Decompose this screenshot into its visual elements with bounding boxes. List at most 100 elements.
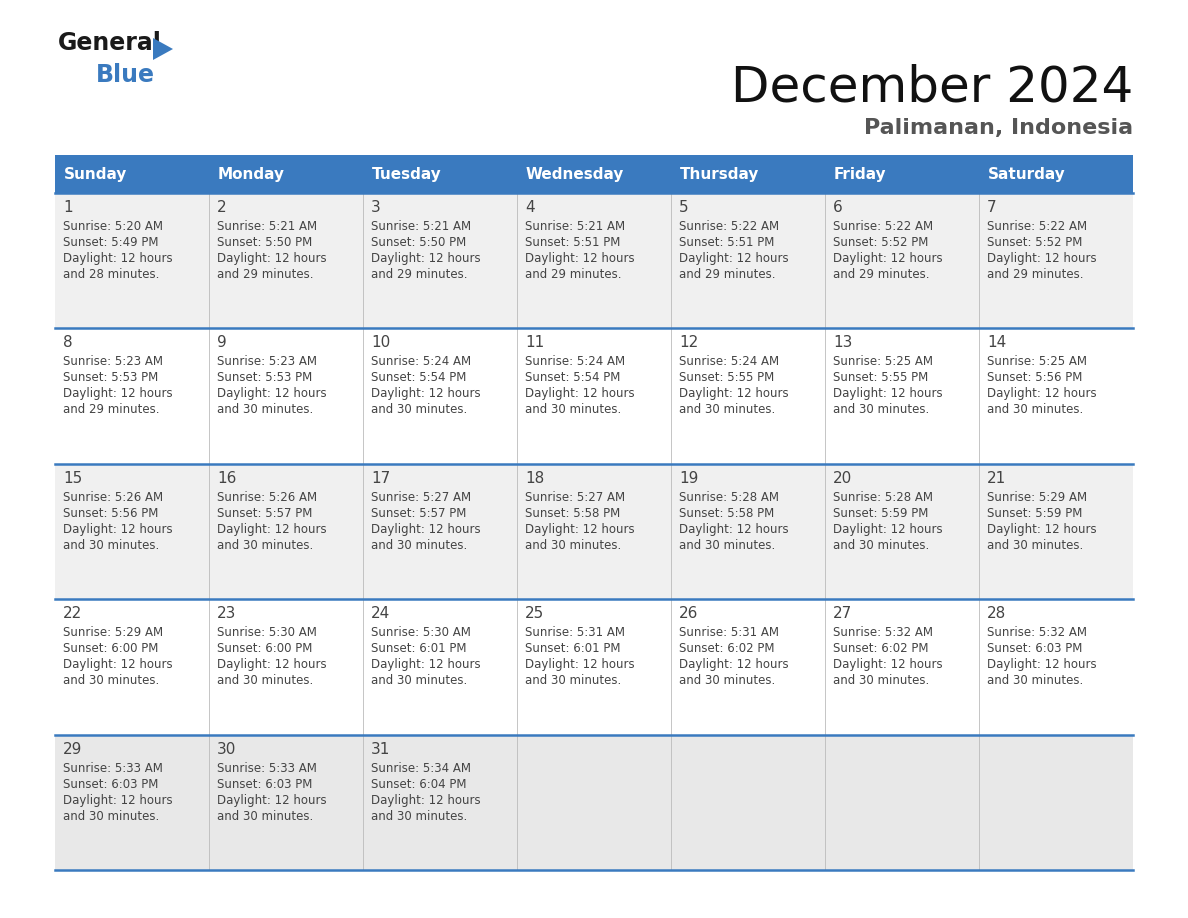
- Text: 31: 31: [371, 742, 391, 756]
- Text: Sunrise: 5:20 AM: Sunrise: 5:20 AM: [63, 220, 163, 233]
- Text: Sunrise: 5:33 AM: Sunrise: 5:33 AM: [217, 762, 317, 775]
- Text: Daylight: 12 hours: Daylight: 12 hours: [63, 658, 172, 671]
- Text: Sunset: 5:57 PM: Sunset: 5:57 PM: [217, 507, 312, 520]
- Text: 15: 15: [63, 471, 82, 486]
- Bar: [979, 155, 1133, 193]
- Bar: [671, 155, 824, 193]
- Text: Daylight: 12 hours: Daylight: 12 hours: [987, 522, 1097, 536]
- Text: 27: 27: [833, 606, 852, 621]
- Text: and 29 minutes.: and 29 minutes.: [525, 268, 621, 281]
- Text: Daylight: 12 hours: Daylight: 12 hours: [63, 387, 172, 400]
- Text: 29: 29: [63, 742, 82, 756]
- Text: Daylight: 12 hours: Daylight: 12 hours: [833, 387, 942, 400]
- Text: and 30 minutes.: and 30 minutes.: [63, 810, 159, 823]
- Text: Sunset: 6:01 PM: Sunset: 6:01 PM: [371, 643, 467, 655]
- Text: 14: 14: [987, 335, 1006, 351]
- Text: and 29 minutes.: and 29 minutes.: [217, 268, 314, 281]
- Text: Daylight: 12 hours: Daylight: 12 hours: [217, 252, 327, 265]
- Text: and 30 minutes.: and 30 minutes.: [217, 403, 314, 417]
- Text: General: General: [58, 31, 162, 55]
- Text: 8: 8: [63, 335, 72, 351]
- Text: 24: 24: [371, 606, 390, 621]
- Text: and 28 minutes.: and 28 minutes.: [63, 268, 159, 281]
- Text: 21: 21: [987, 471, 1006, 486]
- Text: 16: 16: [217, 471, 236, 486]
- Bar: [55, 734, 1133, 870]
- Text: and 29 minutes.: and 29 minutes.: [680, 268, 776, 281]
- Text: Sunset: 5:51 PM: Sunset: 5:51 PM: [680, 236, 775, 249]
- Bar: [55, 599, 1133, 734]
- Text: Daylight: 12 hours: Daylight: 12 hours: [371, 658, 481, 671]
- Text: Saturday: Saturday: [988, 166, 1066, 182]
- Text: Daylight: 12 hours: Daylight: 12 hours: [833, 522, 942, 536]
- Text: Daylight: 12 hours: Daylight: 12 hours: [371, 387, 481, 400]
- Text: 30: 30: [217, 742, 236, 756]
- Text: and 30 minutes.: and 30 minutes.: [680, 674, 776, 688]
- Text: Sunset: 6:02 PM: Sunset: 6:02 PM: [833, 643, 929, 655]
- Bar: [209, 155, 364, 193]
- Text: and 29 minutes.: and 29 minutes.: [371, 268, 468, 281]
- Text: Sunset: 6:03 PM: Sunset: 6:03 PM: [63, 778, 158, 790]
- Text: 9: 9: [217, 335, 227, 351]
- Text: and 29 minutes.: and 29 minutes.: [833, 268, 929, 281]
- Text: and 30 minutes.: and 30 minutes.: [833, 539, 929, 552]
- Text: Sunrise: 5:21 AM: Sunrise: 5:21 AM: [525, 220, 625, 233]
- Text: 6: 6: [833, 200, 842, 215]
- Text: Daylight: 12 hours: Daylight: 12 hours: [217, 658, 327, 671]
- Text: 12: 12: [680, 335, 699, 351]
- Text: Sunday: Sunday: [64, 166, 127, 182]
- Text: Daylight: 12 hours: Daylight: 12 hours: [217, 387, 327, 400]
- Text: Sunset: 6:01 PM: Sunset: 6:01 PM: [525, 643, 620, 655]
- Text: and 30 minutes.: and 30 minutes.: [833, 674, 929, 688]
- Text: Tuesday: Tuesday: [372, 166, 442, 182]
- Text: Blue: Blue: [96, 63, 154, 87]
- Text: Thursday: Thursday: [680, 166, 759, 182]
- Text: and 30 minutes.: and 30 minutes.: [217, 810, 314, 823]
- Text: Daylight: 12 hours: Daylight: 12 hours: [371, 252, 481, 265]
- Text: and 30 minutes.: and 30 minutes.: [371, 539, 467, 552]
- Text: Daylight: 12 hours: Daylight: 12 hours: [525, 252, 634, 265]
- Text: Daylight: 12 hours: Daylight: 12 hours: [525, 522, 634, 536]
- Text: Sunrise: 5:30 AM: Sunrise: 5:30 AM: [371, 626, 470, 639]
- Text: Sunset: 5:58 PM: Sunset: 5:58 PM: [680, 507, 775, 520]
- Text: Sunset: 6:03 PM: Sunset: 6:03 PM: [987, 643, 1082, 655]
- Text: Daylight: 12 hours: Daylight: 12 hours: [525, 658, 634, 671]
- Bar: [824, 155, 979, 193]
- Text: Daylight: 12 hours: Daylight: 12 hours: [371, 793, 481, 807]
- Text: 20: 20: [833, 471, 852, 486]
- Text: Sunset: 6:02 PM: Sunset: 6:02 PM: [680, 643, 775, 655]
- Text: Daylight: 12 hours: Daylight: 12 hours: [63, 522, 172, 536]
- Text: Sunset: 5:59 PM: Sunset: 5:59 PM: [987, 507, 1082, 520]
- Text: Sunset: 6:04 PM: Sunset: 6:04 PM: [371, 778, 467, 790]
- Text: and 30 minutes.: and 30 minutes.: [987, 539, 1083, 552]
- Text: Sunset: 5:57 PM: Sunset: 5:57 PM: [371, 507, 467, 520]
- Text: Sunrise: 5:22 AM: Sunrise: 5:22 AM: [680, 220, 779, 233]
- Text: Wednesday: Wednesday: [526, 166, 625, 182]
- Bar: [55, 155, 209, 193]
- Text: Sunrise: 5:30 AM: Sunrise: 5:30 AM: [217, 626, 317, 639]
- Text: Sunset: 5:56 PM: Sunset: 5:56 PM: [63, 507, 158, 520]
- Text: 25: 25: [525, 606, 544, 621]
- Bar: [55, 193, 1133, 329]
- Text: Sunrise: 5:24 AM: Sunrise: 5:24 AM: [371, 355, 472, 368]
- Text: Daylight: 12 hours: Daylight: 12 hours: [987, 387, 1097, 400]
- Text: Daylight: 12 hours: Daylight: 12 hours: [63, 252, 172, 265]
- Text: Palimanan, Indonesia: Palimanan, Indonesia: [864, 118, 1133, 138]
- Text: Sunset: 5:56 PM: Sunset: 5:56 PM: [987, 372, 1082, 385]
- Text: Sunrise: 5:28 AM: Sunrise: 5:28 AM: [833, 491, 933, 504]
- Text: 26: 26: [680, 606, 699, 621]
- Text: and 30 minutes.: and 30 minutes.: [833, 403, 929, 417]
- Text: Sunset: 5:53 PM: Sunset: 5:53 PM: [63, 372, 158, 385]
- Text: Daylight: 12 hours: Daylight: 12 hours: [63, 793, 172, 807]
- Text: Daylight: 12 hours: Daylight: 12 hours: [680, 387, 789, 400]
- Text: Sunset: 5:50 PM: Sunset: 5:50 PM: [217, 236, 312, 249]
- Text: and 30 minutes.: and 30 minutes.: [63, 539, 159, 552]
- Text: 7: 7: [987, 200, 997, 215]
- Text: and 30 minutes.: and 30 minutes.: [987, 674, 1083, 688]
- Text: Sunset: 6:03 PM: Sunset: 6:03 PM: [217, 778, 312, 790]
- Text: 13: 13: [833, 335, 852, 351]
- Text: Daylight: 12 hours: Daylight: 12 hours: [987, 252, 1097, 265]
- Text: and 30 minutes.: and 30 minutes.: [217, 539, 314, 552]
- Text: Sunset: 5:55 PM: Sunset: 5:55 PM: [680, 372, 775, 385]
- Text: 28: 28: [987, 606, 1006, 621]
